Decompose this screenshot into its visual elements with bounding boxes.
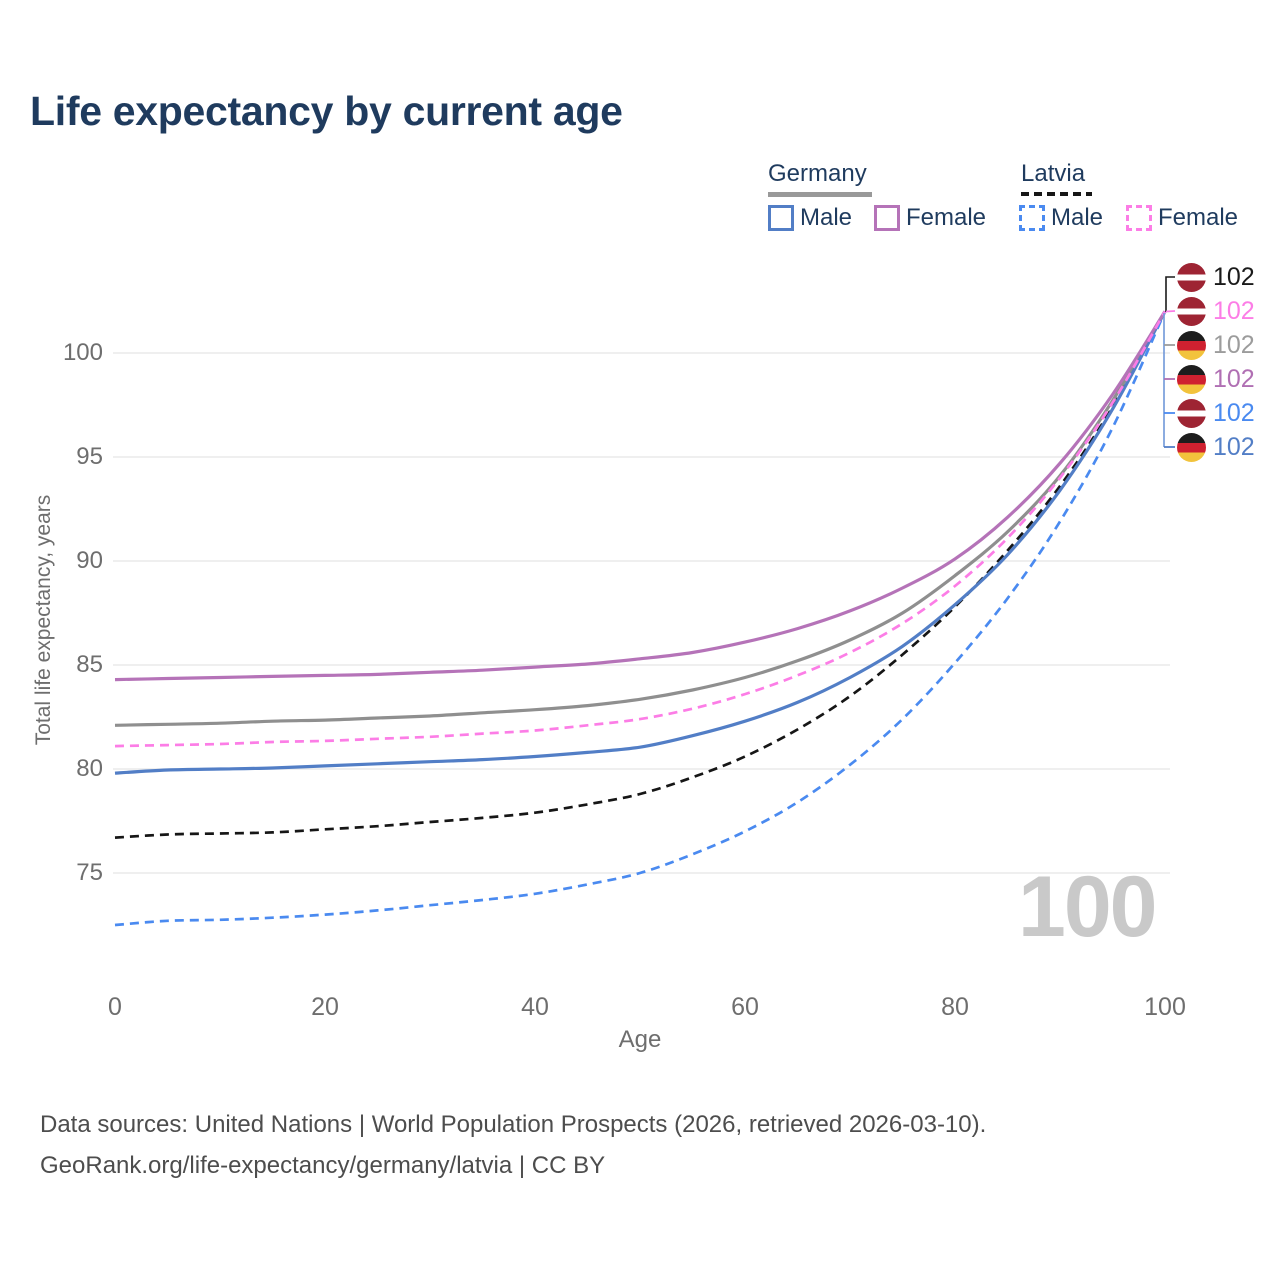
- chart-title: Life expectancy by current age: [30, 88, 623, 134]
- footer-attribution: GeoRank.org/life-expectancy/germany/latv…: [40, 1145, 986, 1186]
- germany-total-line-swatch: [768, 192, 872, 197]
- legend-item-latvia-female: Female: [1126, 204, 1238, 232]
- end-label: 102: [1177, 262, 1255, 292]
- end-label-value: 102: [1213, 432, 1255, 461]
- end-label-value: 102: [1213, 364, 1255, 393]
- germany-flag-icon: [1177, 432, 1206, 462]
- germany-flag-icon: [1177, 330, 1206, 360]
- line-germany-male[interactable]: [114, 310, 1167, 775]
- latvia-flag-icon: [1177, 296, 1206, 326]
- end-label: 102: [1177, 364, 1255, 394]
- x-tick-label: 60: [731, 993, 759, 1021]
- germany-female-line-swatch: [874, 205, 900, 231]
- germany-male-line-swatch: [768, 205, 794, 231]
- end-label: 102: [1177, 432, 1255, 462]
- legend-item-germany-male: Male: [768, 204, 852, 232]
- end-label-value: 102: [1213, 262, 1255, 291]
- line-latvia-female[interactable]: [114, 310, 1167, 748]
- latvia-flag-icon: [1177, 262, 1206, 292]
- footer: Data sources: United Nations | World Pop…: [40, 1104, 986, 1186]
- y-axis-title: Total life expectancy, years: [32, 494, 55, 746]
- latvia-female-line-swatch: [1126, 205, 1152, 231]
- legend-germany-label: Germany: [768, 160, 867, 187]
- latvia-male-line-swatch: [1019, 205, 1045, 231]
- latvia-flag-icon: [1177, 398, 1206, 428]
- line-latvia-male[interactable]: [114, 310, 1167, 927]
- y-tick-label: 80: [76, 755, 103, 782]
- y-tick-label: 100: [62, 339, 103, 366]
- footer-sources: Data sources: United Nations | World Pop…: [40, 1111, 987, 1138]
- x-axis-title: Age: [618, 1026, 662, 1053]
- age-counter-watermark: 100: [1018, 859, 1157, 955]
- leader-line: [1165, 276, 1175, 312]
- footer-license: | CC BY: [512, 1152, 606, 1179]
- end-label: 102: [1177, 330, 1255, 360]
- footer-link[interactable]: GeoRank.org/life-expectancy/germany/latv…: [40, 1152, 513, 1179]
- end-label: 102: [1177, 398, 1255, 428]
- x-tick-label: 20: [311, 993, 339, 1021]
- y-tick-label: 75: [76, 859, 103, 886]
- y-tick-label: 95: [76, 443, 103, 470]
- latvia-total-line-swatch: [1021, 192, 1092, 196]
- legend-latvia-label: Latvia: [1021, 160, 1086, 187]
- x-tick-label: 100: [1144, 993, 1186, 1021]
- legend-germany-header: Germany: [768, 160, 872, 197]
- legend-latvia-header: Latvia: [1021, 160, 1092, 196]
- y-tick-label: 85: [76, 651, 103, 678]
- x-tick-label: 40: [521, 993, 549, 1021]
- end-label-value: 102: [1213, 398, 1255, 427]
- legend-item-germany-female: Female: [874, 204, 986, 232]
- x-tick-label: 0: [108, 993, 122, 1021]
- line-germany[interactable]: [114, 310, 1167, 727]
- end-label: 102: [1177, 296, 1255, 326]
- end-label-value: 102: [1213, 296, 1255, 325]
- y-tick-label: 90: [76, 547, 103, 574]
- line-germany-female[interactable]: [114, 310, 1167, 682]
- legend-item-latvia-male: Male: [1019, 204, 1103, 232]
- x-tick-label: 80: [941, 993, 969, 1021]
- leader-line: [1165, 310, 1176, 313]
- germany-flag-icon: [1177, 364, 1206, 394]
- end-label-value: 102: [1213, 330, 1255, 359]
- line-latvia[interactable]: [114, 310, 1167, 839]
